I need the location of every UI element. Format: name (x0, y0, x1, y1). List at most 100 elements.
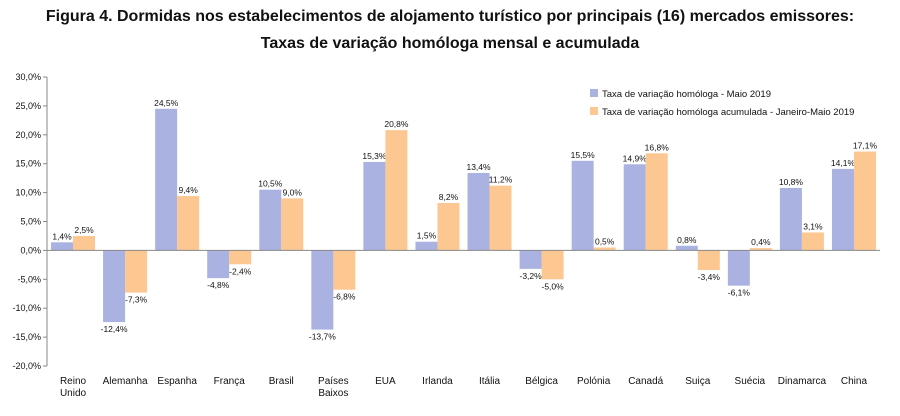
bar-maio (363, 161, 386, 251)
data-label: -3,2% (519, 271, 542, 281)
x-tick-label: Reino (60, 376, 87, 387)
x-tick-label: Países (318, 376, 349, 387)
data-label: 9,0% (283, 187, 303, 197)
y-tick-label: 5,0% (20, 217, 41, 227)
data-label: 9,4% (178, 185, 198, 195)
bar-acumulada (541, 250, 564, 280)
bar-maio (103, 250, 126, 323)
bar-maio (519, 250, 542, 269)
x-tick-label: Polónia (577, 376, 611, 387)
y-tick-label: -10,0% (12, 303, 41, 313)
bar-maio (311, 250, 334, 330)
x-tick-label: Unido (60, 388, 87, 399)
data-label: 15,3% (362, 151, 387, 161)
y-tick-label: -15,0% (12, 332, 41, 342)
bar-maio (207, 250, 230, 279)
bar-acumulada (593, 247, 616, 251)
bar-acumulada (125, 250, 148, 293)
bar-acumulada (229, 250, 252, 265)
bar-acumulada (281, 198, 304, 251)
data-label: -2,4% (229, 266, 252, 276)
data-label: 15,5% (571, 150, 596, 160)
x-tick-label: Suécia (735, 376, 766, 387)
x-tick-label: Dinamarca (778, 376, 827, 387)
bar-acumulada (697, 250, 720, 271)
x-tick-label: China (841, 376, 868, 387)
data-label: -6,1% (728, 288, 751, 298)
data-label: -13,7% (309, 332, 336, 342)
data-label: -7,3% (125, 295, 148, 305)
data-label: -4,8% (207, 280, 230, 290)
data-label: 16,8% (645, 142, 670, 152)
bar-acumulada (177, 196, 200, 251)
bar-maio (259, 189, 282, 251)
data-label: 10,5% (258, 179, 283, 189)
data-label: -3,4% (698, 272, 721, 282)
bar-maio (571, 160, 594, 251)
y-tick-label: 20,0% (15, 130, 41, 140)
y-tick-label: 15,0% (15, 159, 41, 169)
data-label: -5,0% (541, 281, 564, 291)
data-label: -12,4% (101, 324, 128, 334)
chart-subtitle: Taxas de variação homóloga mensal e acum… (260, 35, 640, 52)
y-tick-label: -5,0% (17, 274, 41, 284)
data-label: 0,4% (751, 237, 771, 247)
x-tick-label: Irlanda (422, 376, 453, 387)
bar-acumulada (385, 130, 408, 251)
data-label: 0,8% (677, 235, 697, 245)
chart-title: Figura 4. Dormidas nos estabelecimentos … (45, 8, 855, 25)
x-tick-label: Bélgica (525, 376, 558, 387)
bar-maio (155, 108, 178, 251)
y-tick-label: -20,0% (12, 361, 41, 371)
bar-maio (623, 164, 646, 251)
x-tick-label: Suiça (685, 376, 710, 387)
y-tick-label: 30,0% (15, 72, 41, 82)
x-tick-label: Brasil (269, 376, 294, 387)
data-label: 10,8% (779, 177, 804, 187)
y-tick-label: 25,0% (15, 101, 41, 111)
data-label: 0,5% (595, 237, 615, 247)
bar-acumulada (437, 203, 460, 251)
data-label: 17,1% (853, 141, 878, 151)
bar-acumulada (73, 235, 96, 251)
data-label: 2,5% (74, 225, 94, 235)
bar-acumulada (853, 151, 876, 251)
bar-acumulada (333, 250, 356, 290)
bar-maio (51, 242, 74, 251)
bar-maio (779, 187, 802, 251)
data-label: 24,5% (154, 98, 179, 108)
legend-label: Taxa de variação homóloga acumulada - Ja… (602, 107, 854, 118)
bar-maio (675, 245, 698, 251)
data-label: -6,8% (333, 292, 356, 302)
x-tick-label: Alemanha (103, 376, 148, 387)
x-tick-label: Itália (479, 376, 501, 387)
data-label: 3,1% (803, 221, 823, 231)
y-tick-label: 0,0% (20, 245, 41, 255)
legend-swatch (590, 89, 598, 97)
x-tick-label: Baixos (318, 388, 348, 399)
bar-acumulada (645, 153, 668, 251)
x-tick-label: Canadá (628, 376, 663, 387)
bar-acumulada (749, 248, 772, 251)
data-label: 11,2% (489, 175, 513, 185)
data-label: 20,8% (384, 119, 409, 129)
legend-swatch (590, 107, 598, 115)
legend-label: Taxa de variação homóloga - Maio 2019 (602, 89, 771, 100)
data-label: 13,4% (466, 162, 491, 172)
bar-maio (467, 172, 490, 251)
bar-acumulada (489, 185, 512, 251)
x-tick-label: França (214, 376, 246, 387)
bar-maio (415, 241, 438, 251)
y-tick-label: 10,0% (15, 188, 41, 198)
bar-maio (727, 250, 750, 286)
x-tick-label: Espanha (157, 376, 197, 387)
data-label: 1,4% (52, 231, 72, 241)
bar-maio (831, 168, 854, 251)
data-label: 1,5% (417, 231, 437, 241)
data-label: 14,1% (831, 158, 856, 168)
data-label: 8,2% (439, 192, 459, 202)
bar-acumulada (801, 232, 824, 251)
x-tick-label: EUA (375, 376, 396, 387)
data-label: 14,9% (623, 153, 648, 163)
